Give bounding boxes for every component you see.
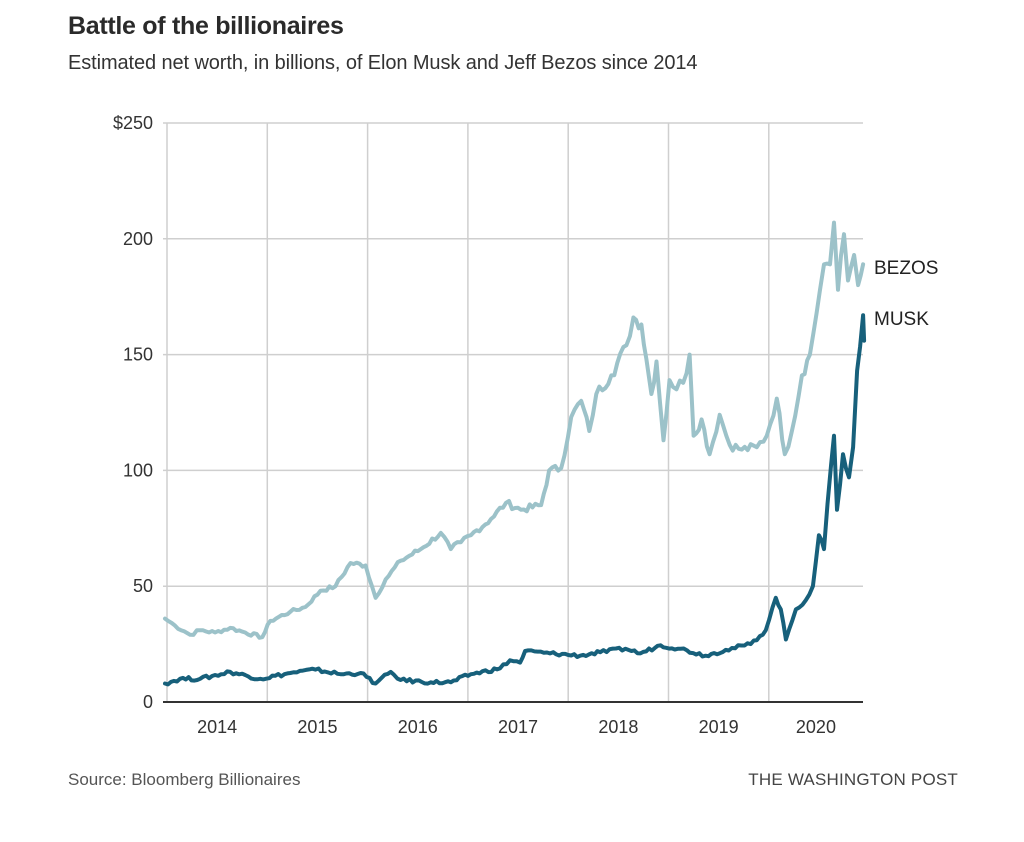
x-tick-label: 2015 [297,717,337,737]
y-tick-label: 0 [143,692,153,712]
y-tick-label: $250 [113,113,153,133]
y-tick-label: 200 [123,229,153,249]
chart-subtitle: Estimated net worth, in billions, of Elo… [68,52,698,74]
x-axis-ticks: 2014 2015 2016 2017 2018 2019 2020 [197,717,836,737]
series-label-musk: MUSK [874,309,929,330]
y-axis-ticks: 0 50 100 150 200 $250 [113,113,153,712]
series-line-bezos [163,220,866,640]
x-tick-label: 2016 [398,717,438,737]
series-label-bezos: BEZOS [874,258,938,279]
y-tick-label: 100 [123,460,153,480]
x-gridlines [166,123,770,702]
source-note: Source: Bloomberg Billionaires [68,770,301,789]
publisher-credit: THE WASHINGTON POST [748,770,958,789]
x-tick-label: 2020 [796,717,836,737]
series-labels: BEZOS MUSK [874,258,938,330]
x-tick-label: 2017 [498,717,538,737]
chart-title: Battle of the billionaires [68,12,344,40]
y-tick-label: 50 [133,576,153,596]
y-tick-label: 150 [123,345,153,365]
series-lines [163,220,867,687]
series-line-musk [163,313,867,687]
x-tick-label: 2018 [598,717,638,737]
x-tick-label: 2014 [197,717,237,737]
x-tick-label: 2019 [699,717,739,737]
y-gridlines [163,122,863,587]
